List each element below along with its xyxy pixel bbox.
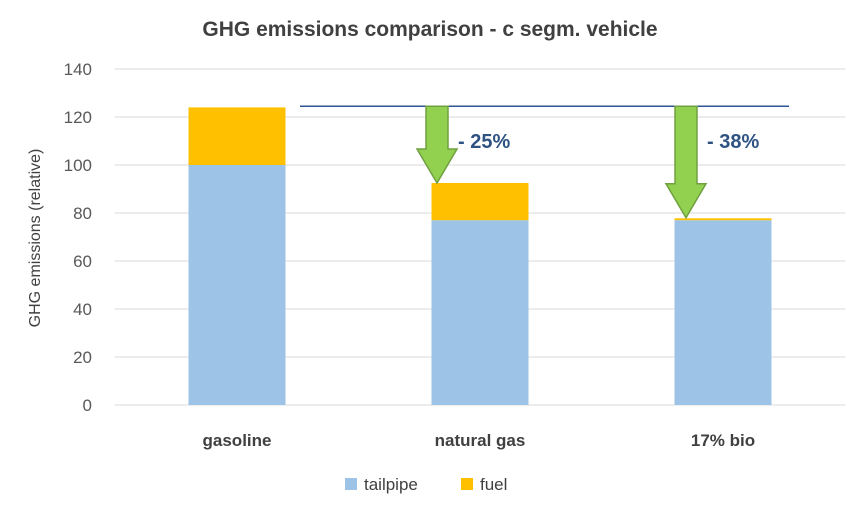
bar-tailpipe	[674, 220, 772, 405]
y-tick-label: 60	[73, 252, 92, 271]
y-tick-label: 140	[64, 60, 92, 79]
y-tick-label: 120	[64, 108, 92, 127]
legend: tailpipe fuel	[345, 475, 507, 494]
x-tick-label: gasoline	[203, 431, 272, 450]
annotations: - 25% - 38%	[300, 105, 789, 220]
bar-fuel	[674, 218, 772, 221]
y-tick-label: 20	[73, 348, 92, 367]
legend-swatch-tailpipe	[345, 478, 357, 490]
bar-tailpipe	[188, 165, 286, 405]
bar-tailpipe	[431, 220, 529, 405]
y-axis-label: GHG emissions (relative)	[27, 149, 44, 328]
y-tick-label: 40	[73, 300, 92, 319]
bar-fuel	[188, 107, 286, 165]
reduction-arrow	[664, 105, 708, 220]
legend-swatch-fuel	[461, 478, 473, 490]
reduction-arrow	[415, 105, 459, 185]
y-axis-ticks: 0 20 40 60 80 100 120 140	[64, 60, 92, 415]
x-axis-ticks: gasoline natural gas 17% bio	[203, 431, 756, 450]
reduction-label: - 25%	[458, 131, 510, 153]
y-tick-label: 0	[83, 396, 92, 415]
legend-label-tailpipe: tailpipe	[364, 475, 418, 494]
reduction-label: - 38%	[707, 131, 759, 153]
chart-title: GHG emissions comparison - c segm. vehic…	[202, 18, 657, 41]
y-tick-label: 80	[73, 204, 92, 223]
x-tick-label: 17% bio	[691, 431, 755, 450]
x-tick-label: natural gas	[435, 431, 526, 450]
bars	[188, 107, 772, 405]
bar-fuel	[431, 183, 529, 221]
y-tick-label: 100	[64, 156, 92, 175]
legend-label-fuel: fuel	[480, 475, 507, 494]
